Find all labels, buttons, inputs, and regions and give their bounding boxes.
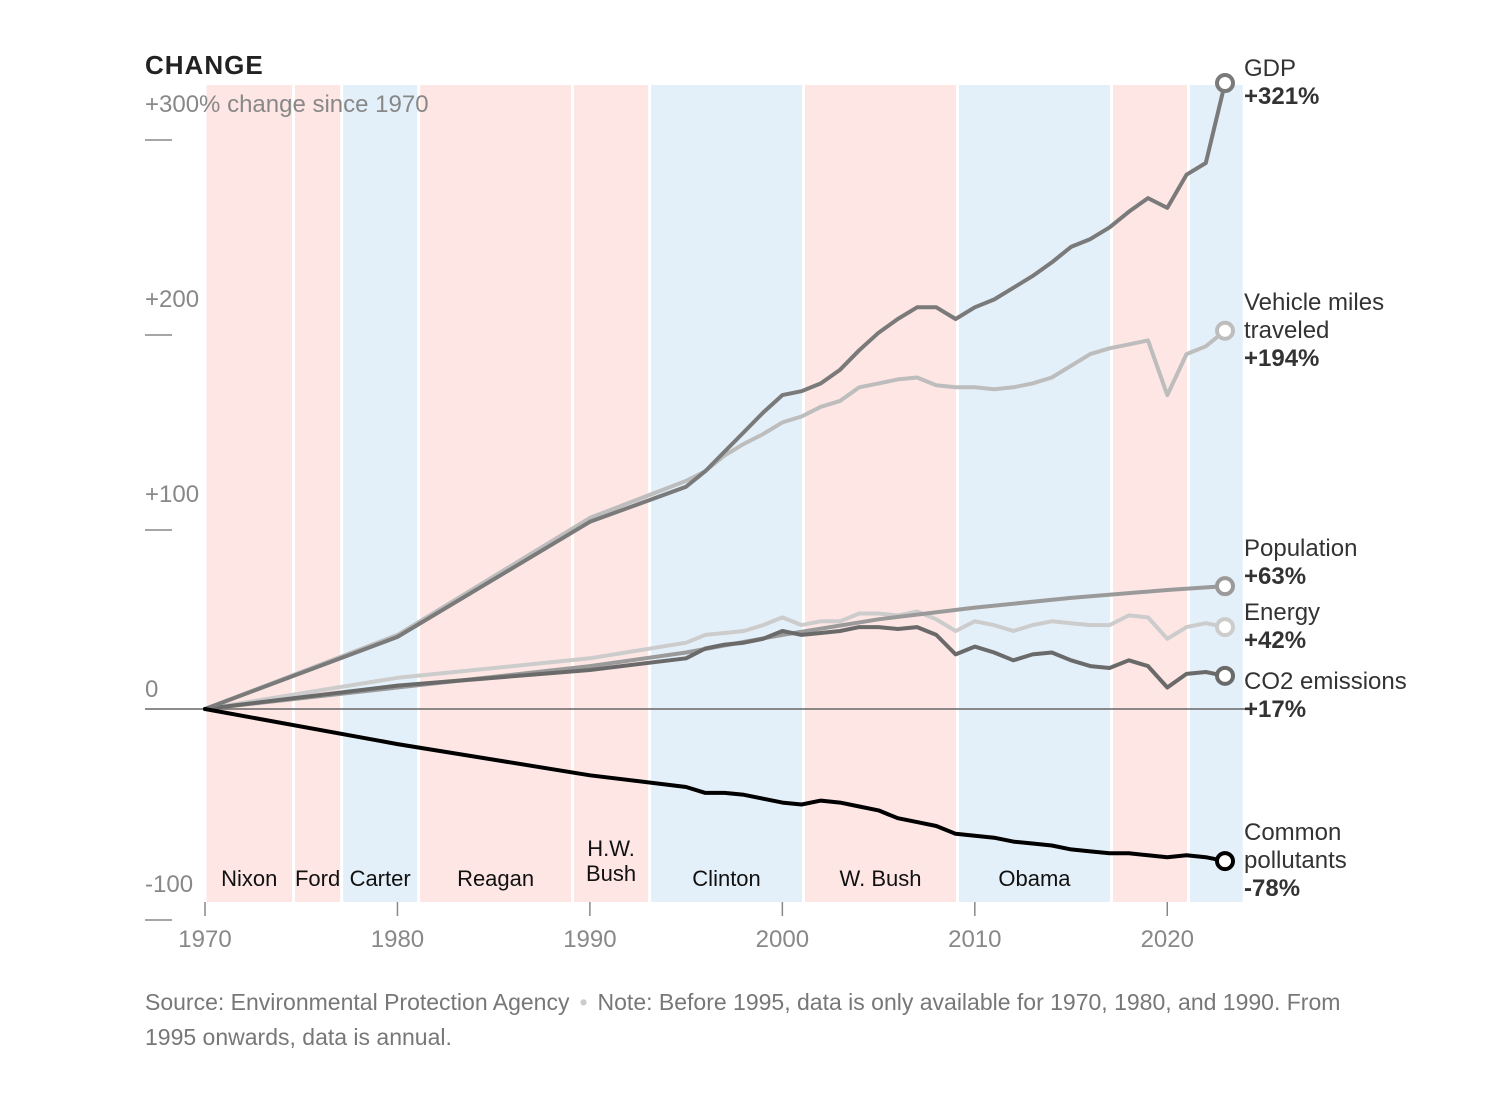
band-carter <box>343 85 418 902</box>
series-label-population: Population +63% <box>1244 535 1357 590</box>
series-line-gdp <box>203 81 1227 711</box>
series-lines <box>203 73 1235 872</box>
y-tick-label: 0 <box>145 676 158 703</box>
y-unit-label: +300% change since 1970 <box>145 91 429 118</box>
band-reagan <box>420 85 572 902</box>
presidency-bands <box>206 85 1243 902</box>
chart-title: CHANGE <box>145 50 264 80</box>
president-label-reagan: Reagan <box>457 866 534 891</box>
x-tick-label: 1990 <box>563 926 616 953</box>
y-tick-label: +100 <box>145 481 199 508</box>
president-label-nixon: Nixon <box>221 866 277 891</box>
president-label-obama: Obama <box>998 866 1071 891</box>
president-label-h-w-bush: H.W. Bush <box>586 836 636 886</box>
president-label-clinton: Clinton <box>692 866 760 891</box>
end-marker-gdp <box>1215 73 1235 94</box>
band-trump <box>1112 85 1187 902</box>
x-tick-label: 1970 <box>178 926 231 953</box>
series-label-gdp: GDP +321% <box>1244 55 1319 110</box>
band-h-w-bush <box>574 85 649 902</box>
chart-footer: Source: Environmental Protection Agency •… <box>145 985 1345 1055</box>
president-label-carter: Carter <box>350 866 411 891</box>
president-label-ford: Ford <box>295 866 340 891</box>
y-tick-label: +200 <box>145 286 199 313</box>
data-note: Note: Before 1995, data is only availabl… <box>145 989 1341 1050</box>
axes: +200 +100 0 -100 +300% change since 1970 1970… <box>145 91 1245 953</box>
series-line-common-pollutants <box>203 707 1227 864</box>
band-obama <box>958 85 1110 902</box>
series-label-vehicle-miles-traveled: Vehicle miles traveled +194% <box>1244 289 1384 372</box>
series-label-common-pollutants: Common pollutants -78% <box>1244 819 1347 902</box>
band-w-bush <box>805 85 956 902</box>
series-end-labels: Energy +42% Population +63% CO2 emissions +17… <box>1244 55 1407 902</box>
band-clinton <box>651 85 803 902</box>
x-tick-label: 2010 <box>948 926 1001 953</box>
source-note: Source: Environmental Protection Agency <box>145 989 570 1015</box>
series-line-vehicle-miles-traveled <box>203 328 1227 711</box>
band-ford <box>295 85 341 902</box>
president-label-w-bush: W. Bush <box>840 866 922 891</box>
end-marker-population <box>1215 576 1235 597</box>
separator-dot: • <box>579 989 588 1015</box>
end-marker-co2-emissions <box>1215 665 1235 686</box>
band-biden <box>1189 85 1243 902</box>
series-label-co2-emissions: CO2 emissions +17% <box>1244 668 1407 723</box>
x-tick-label: 1980 <box>371 926 424 953</box>
end-marker-energy <box>1215 617 1235 638</box>
series-line-co2-emissions <box>203 625 1227 711</box>
band-nixon <box>206 85 293 902</box>
end-marker-vehicle-miles-traveled <box>1215 320 1235 341</box>
x-tick-label: 2020 <box>1141 926 1194 953</box>
presidency-labels: Nixon Ford Carter Reagan H.W. Bush Clinton W. B… <box>221 836 1071 891</box>
x-tick-label: 2000 <box>756 926 809 953</box>
series-label-energy: Energy +42% <box>1244 599 1320 654</box>
y-tick-label: -100 <box>145 871 193 898</box>
end-marker-common-pollutants <box>1215 851 1235 872</box>
